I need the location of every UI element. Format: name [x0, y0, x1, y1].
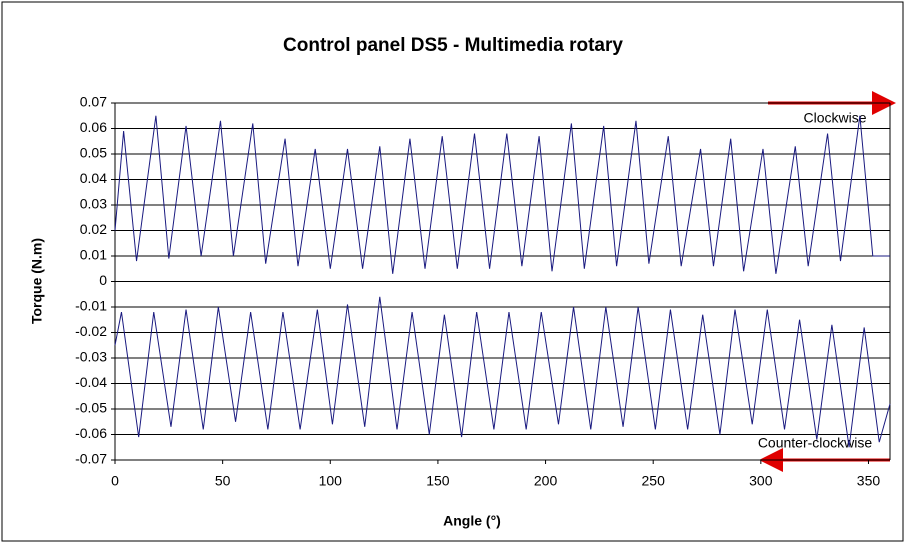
x-tick-label: 250	[642, 473, 666, 489]
y-axis-label: Torque (N.m)	[29, 238, 45, 324]
y-tick-label: 0.02	[80, 221, 107, 237]
x-tick-label: 300	[749, 473, 773, 489]
x-tick-label: 350	[857, 473, 881, 489]
y-tick-label: 0	[99, 272, 107, 288]
y-tick-label: 0.07	[80, 94, 107, 110]
y-tick-label: 0.01	[80, 247, 107, 263]
data-line	[114, 296, 891, 448]
x-tick-label: 200	[534, 473, 558, 489]
x-axis-label: Angle (°)	[443, 513, 501, 529]
y-tick-label: -0.02	[75, 323, 107, 339]
x-tick-label: 150	[426, 473, 450, 489]
x-tick-label: 50	[215, 473, 231, 489]
chart-title: Control panel DS5 - Multimedia rotary	[283, 35, 623, 56]
y-tick-label: 0.06	[80, 119, 107, 135]
annotation: Counter-clockwise	[758, 435, 873, 451]
y-tick-label: -0.04	[75, 374, 107, 390]
y-tick-label: -0.05	[75, 400, 107, 416]
y-tick-label: 0.05	[80, 145, 107, 161]
y-tick-label: 0.04	[80, 170, 107, 186]
annotation: Clockwise	[803, 110, 866, 126]
y-tick-label: 0.03	[80, 196, 107, 212]
y-tick-label: -0.06	[75, 425, 107, 441]
y-tick-label: -0.03	[75, 349, 107, 365]
data-line	[114, 115, 890, 274]
x-tick-label: 0	[111, 473, 119, 489]
y-tick-label: -0.07	[75, 451, 107, 467]
y-tick-label: -0.01	[75, 298, 107, 314]
x-tick-label: 100	[319, 473, 343, 489]
